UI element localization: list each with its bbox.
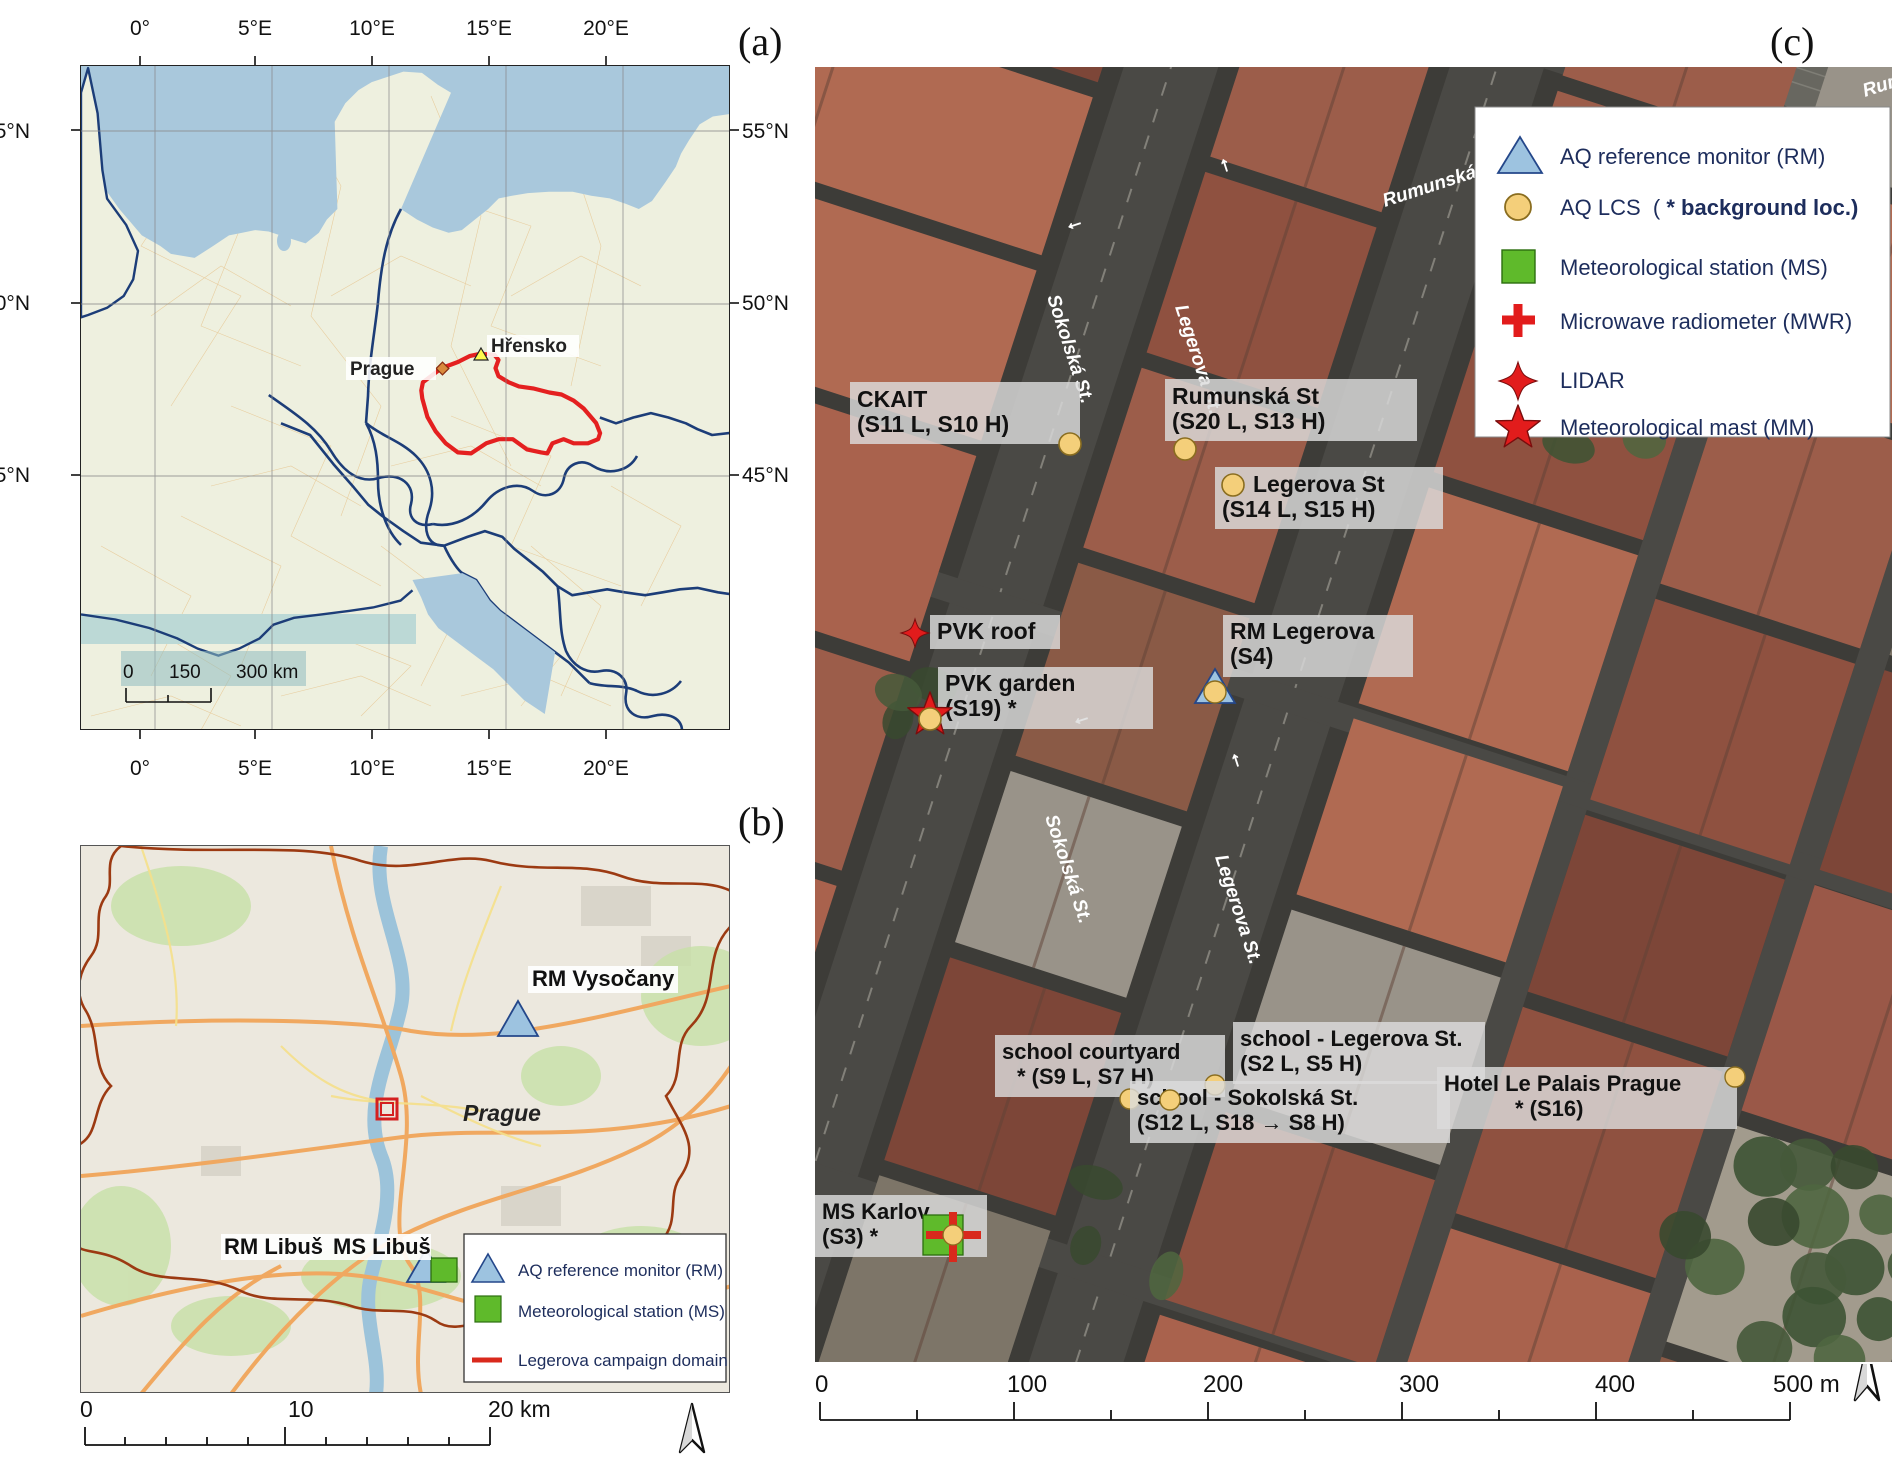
svg-text:school courtyard: school courtyard xyxy=(1002,1039,1180,1064)
svg-text:(S4): (S4) xyxy=(1230,643,1273,669)
svg-text:15°E: 15°E xyxy=(466,757,512,780)
svg-text:LIDAR: LIDAR xyxy=(1560,368,1625,393)
svg-text:0°: 0° xyxy=(130,757,150,780)
svg-text:300: 300 xyxy=(1399,1371,1439,1398)
svg-text:Hřensko: Hřensko xyxy=(491,336,567,357)
svg-text:RM Libuš: RM Libuš xyxy=(224,1234,323,1259)
svg-text:10°E: 10°E xyxy=(349,757,395,780)
svg-text:Legerova St: Legerova St xyxy=(1253,471,1385,497)
svg-text:Meteorological station (MS): Meteorological station (MS) xyxy=(1560,255,1828,280)
svg-text:200: 200 xyxy=(1203,1371,1243,1398)
svg-text:5°E: 5°E xyxy=(238,757,272,780)
svg-text:5°E: 5°E xyxy=(238,17,272,40)
svg-text:(S19) *: (S19) * xyxy=(945,695,1017,721)
svg-text:CKAIT: CKAIT xyxy=(857,386,927,412)
svg-text:Prague: Prague xyxy=(350,359,414,380)
svg-text:(S20 L, S13 H): (S20 L, S13 H) xyxy=(1172,408,1325,434)
svg-text:0: 0 xyxy=(815,1371,828,1398)
svg-text:AQ LCS ( * background loc.): AQ LCS ( * background loc.) xyxy=(1560,195,1858,220)
svg-text:RM Legerova: RM Legerova xyxy=(1230,618,1375,644)
svg-text:10: 10 xyxy=(288,1397,314,1422)
svg-text:500 m: 500 m xyxy=(1773,1371,1840,1398)
svg-text:300 km: 300 km xyxy=(236,662,298,683)
svg-text:10°E: 10°E xyxy=(349,17,395,40)
svg-text:15°E: 15°E xyxy=(466,17,512,40)
svg-text:Meteorological station (MS): Meteorological station (MS) xyxy=(518,1302,725,1321)
svg-text:PVK garden: PVK garden xyxy=(945,670,1075,696)
svg-text:(S11 L, S10 H): (S11 L, S10 H) xyxy=(857,411,1009,437)
svg-text:150: 150 xyxy=(169,662,201,683)
svg-text:55°N: 55°N xyxy=(742,120,789,143)
svg-text:MS Libuš: MS Libuš xyxy=(333,1234,431,1259)
svg-text:PVK roof: PVK roof xyxy=(937,618,1036,644)
svg-text:(S3) *: (S3) * xyxy=(822,1224,879,1249)
svg-text:100: 100 xyxy=(1007,1371,1047,1398)
svg-text:RM Vysočany: RM Vysočany xyxy=(532,966,675,991)
svg-text:(S12 L, S18 → S8 H): (S12 L, S18 → S8 H) xyxy=(1137,1110,1345,1135)
svg-text:400: 400 xyxy=(1595,1371,1635,1398)
svg-text:0°: 0° xyxy=(130,17,150,40)
svg-text:AQ reference monitor (RM): AQ reference monitor (RM) xyxy=(518,1261,723,1280)
svg-text:20°E: 20°E xyxy=(583,757,629,780)
svg-text:50°N: 50°N xyxy=(0,292,30,315)
svg-text:0: 0 xyxy=(80,1397,93,1422)
svg-text:20 km: 20 km xyxy=(488,1397,551,1422)
svg-text:Prague: Prague xyxy=(463,1100,541,1126)
svg-text:45°N: 45°N xyxy=(742,464,789,487)
svg-text:Rumunská St: Rumunská St xyxy=(1172,383,1319,409)
svg-text:Legerova campaign domain: Legerova campaign domain xyxy=(518,1351,728,1370)
svg-text:(S14 L, S15 H): (S14 L, S15 H) xyxy=(1222,496,1375,522)
svg-text:45°N: 45°N xyxy=(0,464,30,487)
svg-text:55°N: 55°N xyxy=(0,120,30,143)
svg-text:Hotel Le Palais Prague: Hotel Le Palais Prague xyxy=(1444,1071,1681,1096)
svg-text:Meteorological mast (MM): Meteorological mast (MM) xyxy=(1560,415,1814,440)
svg-text:20°E: 20°E xyxy=(583,17,629,40)
svg-text:* (S16): * (S16) xyxy=(1515,1096,1583,1121)
svg-text:MS Karlov: MS Karlov xyxy=(822,1199,930,1224)
svg-text:school - Legerova St.: school - Legerova St. xyxy=(1240,1026,1463,1051)
svg-text:50°N: 50°N xyxy=(742,292,789,315)
svg-text:(S2 L, S5 H): (S2 L, S5 H) xyxy=(1240,1051,1362,1076)
svg-text:0: 0 xyxy=(123,662,134,683)
svg-text:AQ reference monitor (RM): AQ reference monitor (RM) xyxy=(1560,144,1825,169)
svg-text:Microwave radiometer (MWR): Microwave radiometer (MWR) xyxy=(1560,309,1852,334)
